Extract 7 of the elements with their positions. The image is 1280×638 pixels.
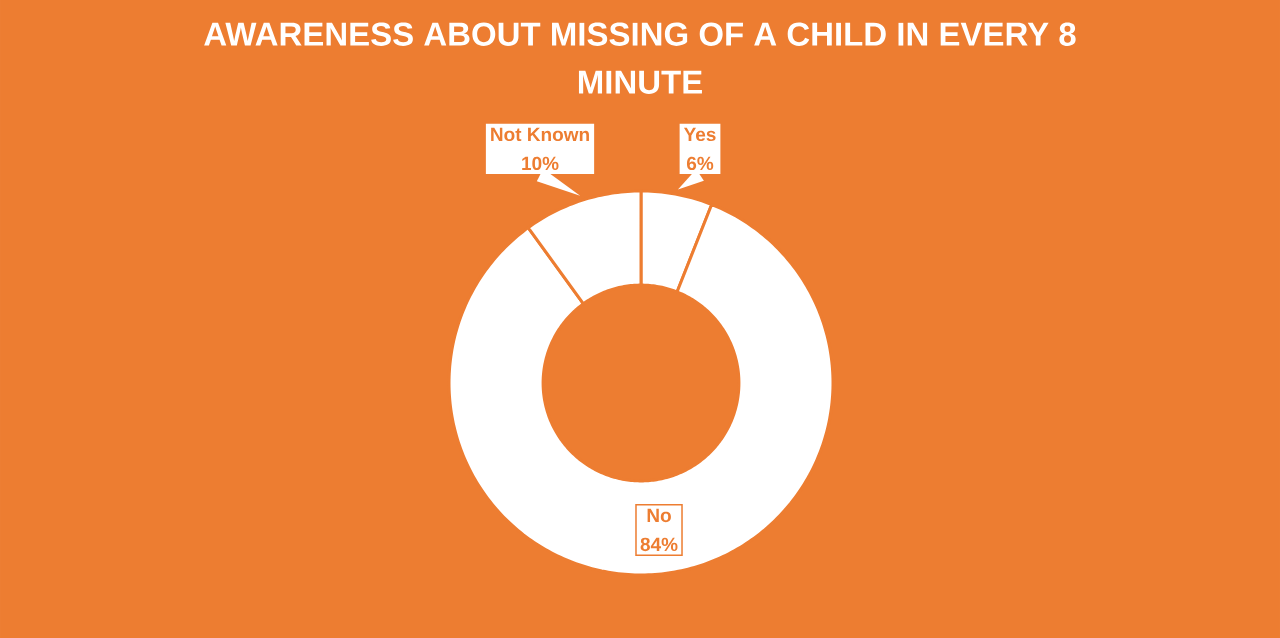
data-label: 6% <box>686 156 714 171</box>
slice-label: No <box>647 508 671 523</box>
data-label: 84% <box>640 537 678 552</box>
chart-title: AWARENESS ABOUT MISSING OF A CHILD IN EVERY 8 MINUTE <box>204 22 1076 94</box>
slice-label: Not Known <box>491 127 589 142</box>
data-label: 10% <box>522 156 559 171</box>
slice-label: Yes <box>683 127 716 142</box>
